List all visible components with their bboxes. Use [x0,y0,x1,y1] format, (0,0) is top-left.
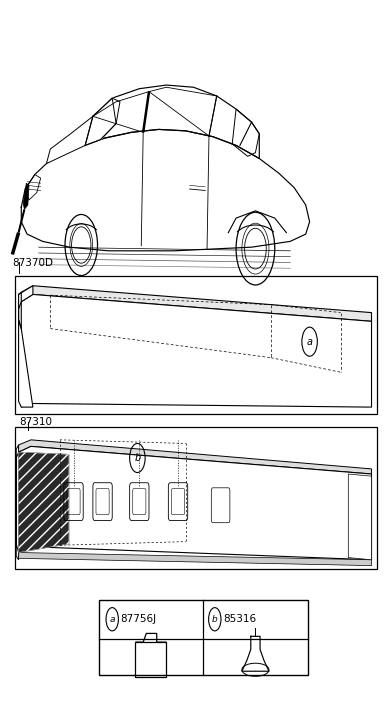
Text: 87756J: 87756J [121,614,157,624]
Polygon shape [19,452,69,553]
Polygon shape [85,98,120,145]
Text: b: b [212,615,217,624]
Text: b: b [134,453,140,463]
Text: a: a [110,615,115,624]
Polygon shape [19,553,372,566]
Polygon shape [85,85,259,158]
Polygon shape [46,98,116,164]
Polygon shape [23,183,29,209]
Polygon shape [19,286,33,407]
Polygon shape [21,286,372,321]
Polygon shape [19,440,372,474]
Polygon shape [16,445,19,560]
Text: 87310: 87310 [19,417,52,427]
Text: a: a [307,337,313,347]
Polygon shape [19,446,372,560]
Text: 85316: 85316 [223,614,257,624]
Polygon shape [21,294,372,407]
Polygon shape [348,474,372,560]
Text: 87370D: 87370D [12,258,53,268]
